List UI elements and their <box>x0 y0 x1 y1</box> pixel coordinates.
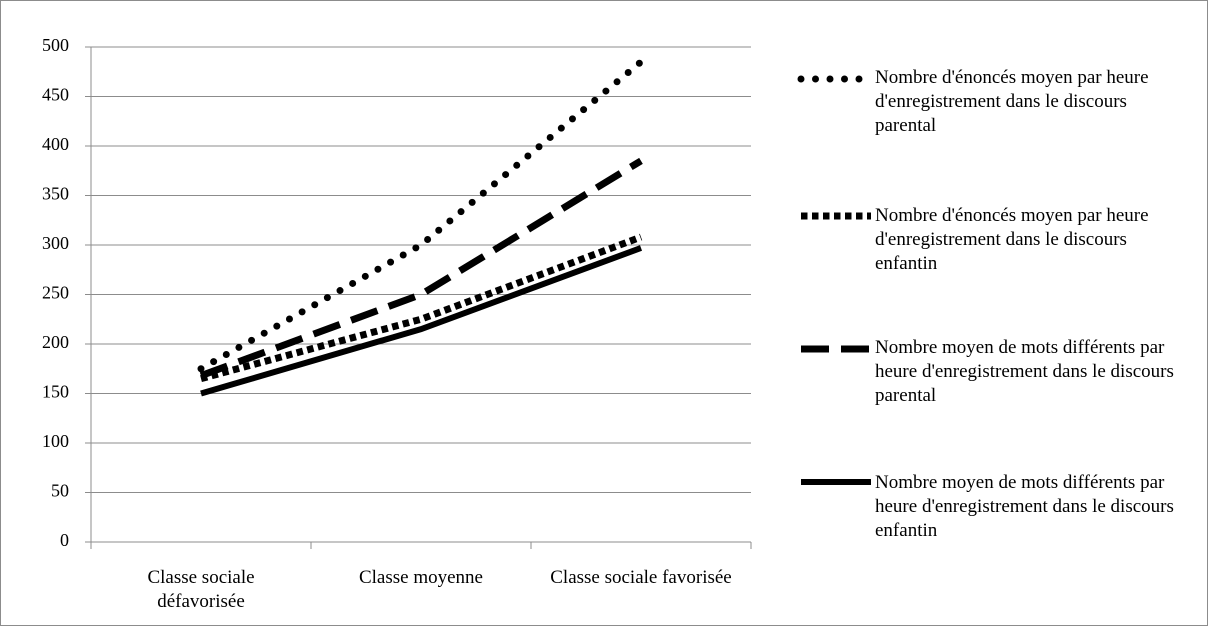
y-tick-label: 0 <box>60 530 69 550</box>
x-tick-label: Classe sociale favorisée <box>550 567 732 588</box>
y-tick-label: 50 <box>51 481 69 501</box>
series-line <box>197 58 645 373</box>
y-tick-label: 250 <box>42 283 69 303</box>
legend-label: Nombre d'énoncés moyen par heure d'enreg… <box>875 67 1149 136</box>
legend-label: Nombre moyen de mots différents par heur… <box>875 337 1174 406</box>
x-tick-label: Classe sociale défavorisée <box>147 567 255 612</box>
series-line <box>200 233 643 383</box>
y-tick-label: 150 <box>42 382 69 402</box>
legend-label: Nombre d'énoncés moyen par heure d'enreg… <box>875 205 1149 274</box>
y-tick-label: 100 <box>42 431 69 451</box>
y-tick-label: 500 <box>42 35 69 55</box>
x-tick-label: Classe moyenne <box>358 567 483 588</box>
y-tick-label: 450 <box>42 85 69 105</box>
y-tick-label: 400 <box>42 134 69 154</box>
y-tick-label: 300 <box>42 233 69 253</box>
series-line <box>199 157 643 379</box>
y-tick-label: 350 <box>42 184 69 204</box>
series-line <box>200 245 643 397</box>
y-tick-label: 200 <box>42 332 69 352</box>
legend-label: Nombre moyen de mots différents par heur… <box>875 472 1174 541</box>
